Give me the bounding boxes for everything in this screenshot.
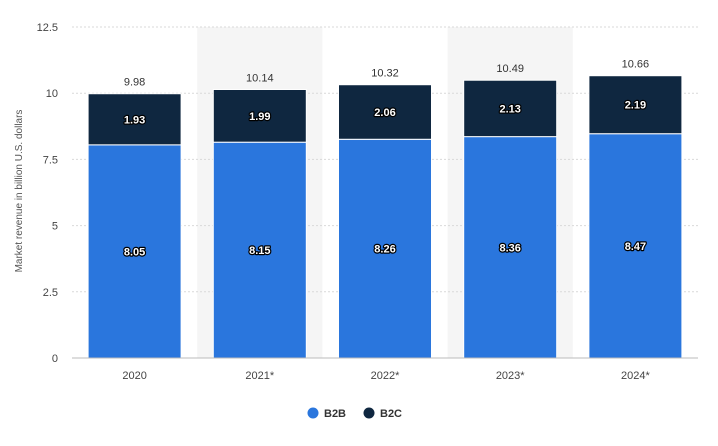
data-label-b2c: 2.19 [625, 100, 646, 112]
y-tick-label: 7.5 [43, 154, 58, 166]
data-label-b2c: 2.06 [374, 107, 395, 119]
legend-label: B2B [324, 408, 346, 420]
y-axis-title: Market revenue in billion U.S. dollars [14, 110, 25, 273]
legend: B2B B2C [307, 407, 403, 421]
legend-marker [307, 407, 319, 419]
bar-b2c[interactable] [588, 75, 683, 135]
bar-b2b[interactable] [212, 141, 307, 359]
data-label-b2b: 8.36 [499, 242, 520, 254]
total-label: 9.98 [124, 77, 145, 89]
bar-b2c[interactable] [463, 79, 558, 138]
x-tick-label: 2022* [371, 370, 400, 382]
bars [87, 75, 683, 359]
total-label: 10.49 [496, 63, 524, 75]
data-label-b2b: 8.47 [625, 241, 646, 253]
y-tick-label: 0 [52, 353, 58, 365]
legend-item-b2c[interactable]: B2C [363, 407, 403, 421]
y-tick-label: 12.5 [37, 22, 58, 34]
axes: 0 2.5 5 7.5 10 12.5 2020 2021* 2022* 2023* 2024* [37, 22, 698, 382]
y-tick-label: 5 [52, 221, 58, 233]
data-labels: 8.05 1.93 9.98 8.15 1.99 10.14 8.26 2.06 10.32 8.… [123, 59, 650, 260]
x-tick-label: 2021* [245, 370, 274, 382]
total-label: 10.32 [371, 68, 399, 80]
bar-b2b[interactable] [87, 144, 182, 359]
bar-b2b[interactable] [338, 138, 432, 359]
bar-b2c[interactable] [212, 88, 307, 143]
legend-marker [363, 407, 375, 419]
data-label-b2b: 8.15 [249, 245, 270, 257]
legend-item-b2b[interactable]: B2B [307, 407, 347, 421]
bar-b2c[interactable] [87, 93, 182, 146]
x-tick-label: 2023* [496, 370, 525, 382]
total-label: 10.14 [246, 72, 274, 84]
bar-b2b[interactable] [588, 133, 683, 359]
x-tick-label: 2024* [621, 370, 650, 382]
bar-b2c[interactable] [338, 84, 432, 140]
data-label-b2c: 2.13 [499, 103, 520, 115]
data-label-b2b: 8.26 [374, 244, 395, 256]
data-label-b2c: 1.93 [124, 114, 145, 126]
y-tick-label: 10 [46, 88, 58, 100]
data-label-b2b: 8.05 [124, 246, 145, 258]
legend-label: B2C [380, 408, 402, 420]
data-label-b2c: 1.99 [249, 111, 270, 123]
x-tick-label: 2020 [122, 370, 146, 382]
bar-b2b[interactable] [463, 136, 558, 359]
total-label: 10.66 [622, 59, 650, 71]
y-tick-label: 2.5 [43, 287, 58, 299]
